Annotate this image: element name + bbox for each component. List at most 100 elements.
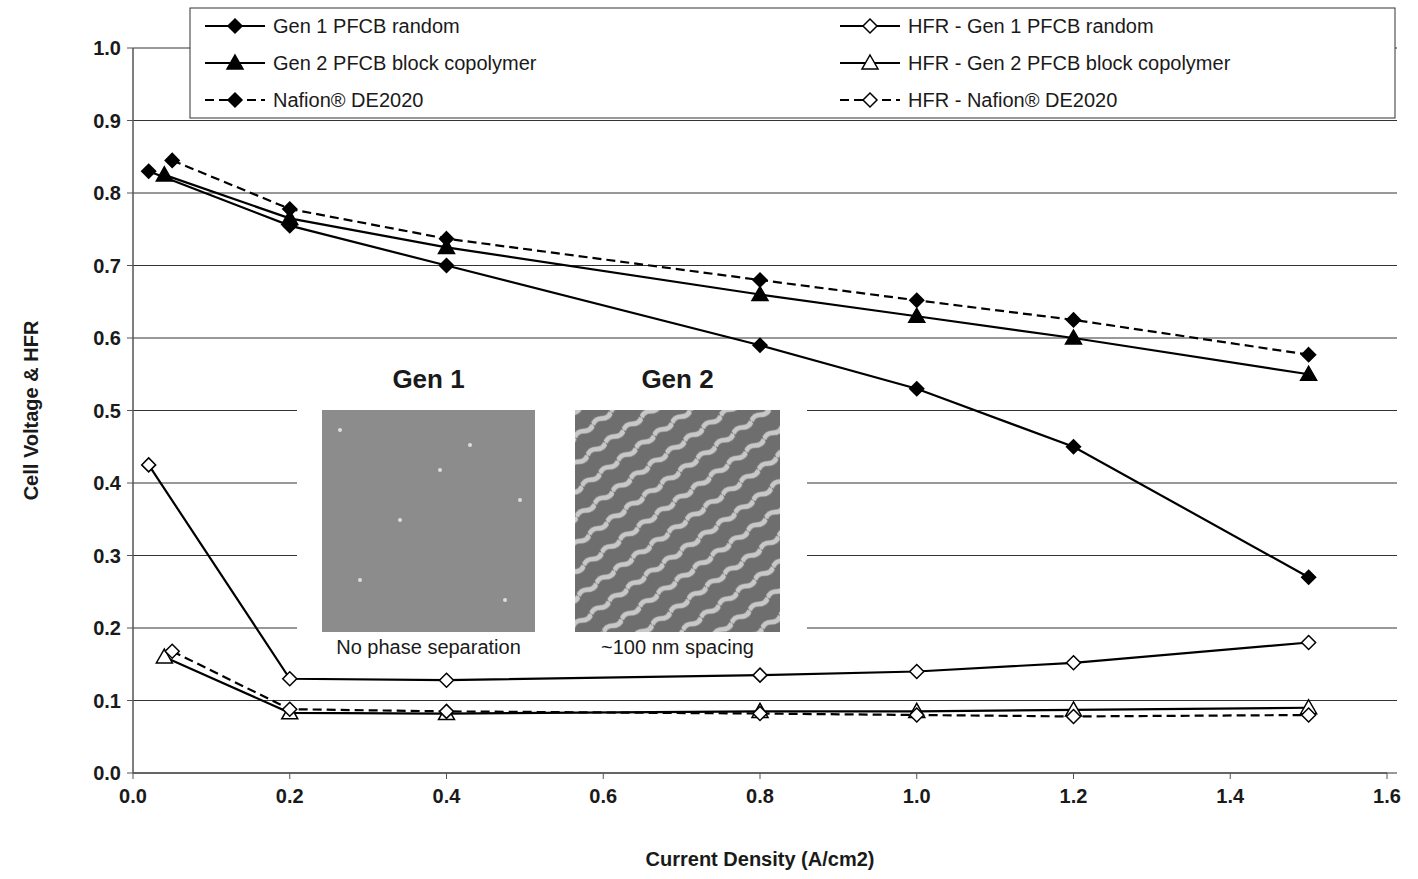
micrograph <box>575 410 780 632</box>
data-point <box>1067 440 1081 454</box>
inset-background <box>297 345 807 663</box>
y-axis-title: Cell Voltage & HFR <box>20 320 42 500</box>
legend-label: Gen 2 PFCB block copolymer <box>273 52 537 74</box>
micrograph-speck <box>398 518 402 522</box>
legend-label: HFR - Gen 2 PFCB block copolymer <box>908 52 1231 74</box>
plot-area <box>142 153 1317 723</box>
inset-caption: No phase separation <box>336 636 521 658</box>
data-point <box>910 293 924 307</box>
x-tick-label: 1.2 <box>1060 785 1088 807</box>
x-tick <box>1073 773 1074 779</box>
legend-label: HFR - Gen 1 PFCB random <box>908 15 1154 37</box>
micrograph-speck <box>518 498 522 502</box>
legend-marker <box>228 93 242 107</box>
data-point <box>910 708 924 722</box>
micrograph-speck <box>358 578 362 582</box>
data-point <box>1067 656 1081 670</box>
legend-label: HFR - Nafion® DE2020 <box>908 89 1117 111</box>
legend: Gen 1 PFCB random HFR - Gen 1 PFCB random… <box>190 8 1395 118</box>
y-tick-label: 0.5 <box>93 400 121 422</box>
data-point <box>440 673 454 687</box>
data-point <box>165 644 179 658</box>
data-point <box>156 167 172 181</box>
data-point <box>753 707 767 721</box>
x-tick-label: 1.6 <box>1373 785 1401 807</box>
micrograph-speck <box>438 468 442 472</box>
series-line <box>172 160 1308 354</box>
series-line <box>172 651 1308 716</box>
micrograph <box>322 410 535 632</box>
data-point <box>1302 708 1316 722</box>
data-point <box>283 702 297 716</box>
inset-title: Gen 2 <box>641 364 713 394</box>
y-tick <box>127 555 133 556</box>
y-tick-label: 1.0 <box>93 37 121 59</box>
y-tick <box>127 338 133 339</box>
data-point <box>440 259 454 273</box>
data-point <box>283 672 297 686</box>
x-tick <box>1387 773 1388 779</box>
x-tick <box>446 773 447 779</box>
x-tick-label: 0.8 <box>746 785 774 807</box>
y-tick <box>127 628 133 629</box>
grid-line <box>133 193 1397 194</box>
y-tick-label: 0.2 <box>93 617 121 639</box>
data-point <box>752 287 768 301</box>
data-point <box>1066 330 1082 344</box>
x-tick-label: 1.0 <box>903 785 931 807</box>
data-point <box>910 665 924 679</box>
legend-box <box>190 8 1395 118</box>
y-tick <box>127 48 133 49</box>
data-point <box>1302 570 1316 584</box>
data-point <box>165 153 179 167</box>
data-point <box>753 273 767 287</box>
inset-caption: ~100 nm spacing <box>601 636 754 658</box>
y-tick <box>127 700 133 701</box>
legend-marker <box>228 19 242 33</box>
y-tick <box>127 265 133 266</box>
data-point <box>440 704 454 718</box>
legend-marker <box>227 55 243 69</box>
x-tick <box>916 773 917 779</box>
micrograph-speck <box>338 428 342 432</box>
legend-marker <box>863 19 877 33</box>
y-tick-label: 0.3 <box>93 545 121 567</box>
y-tick-label: 0.0 <box>93 762 121 784</box>
data-point <box>910 382 924 396</box>
y-tick-label: 0.6 <box>93 327 121 349</box>
grid-line <box>133 773 1397 774</box>
grid-line <box>133 338 1397 339</box>
legend-marker <box>862 55 878 69</box>
x-tick <box>133 773 134 779</box>
legend-label: Gen 1 PFCB random <box>273 15 460 37</box>
legend-marker <box>863 93 877 107</box>
grid-line <box>133 120 1397 121</box>
y-tick <box>127 120 133 121</box>
y-tick-label: 0.7 <box>93 255 121 277</box>
x-axis-title: Current Density (A/cm2) <box>646 848 875 870</box>
data-point <box>1302 348 1316 362</box>
grid-line <box>133 700 1397 701</box>
data-point <box>1301 366 1317 380</box>
chart: 0.00.10.20.30.40.50.60.70.80.91.00.00.20… <box>0 0 1418 879</box>
series-line <box>149 465 1309 680</box>
micrograph-speck <box>468 443 472 447</box>
data-point <box>1067 313 1081 327</box>
x-tick <box>603 773 604 779</box>
y-tick-label: 0.9 <box>93 110 121 132</box>
inset-title: Gen 1 <box>392 364 464 394</box>
y-tick <box>127 193 133 194</box>
series-line <box>149 171 1309 577</box>
data-point <box>283 202 297 216</box>
data-point <box>753 668 767 682</box>
series-line <box>164 175 1308 374</box>
data-point <box>440 232 454 246</box>
grid-line <box>133 265 1397 266</box>
data-point <box>1302 636 1316 650</box>
data-point <box>753 338 767 352</box>
data-point <box>142 164 156 178</box>
series-line <box>164 657 1308 714</box>
legend-label: Nafion® DE2020 <box>273 89 423 111</box>
x-tick <box>289 773 290 779</box>
x-tick-label: 0.2 <box>276 785 304 807</box>
